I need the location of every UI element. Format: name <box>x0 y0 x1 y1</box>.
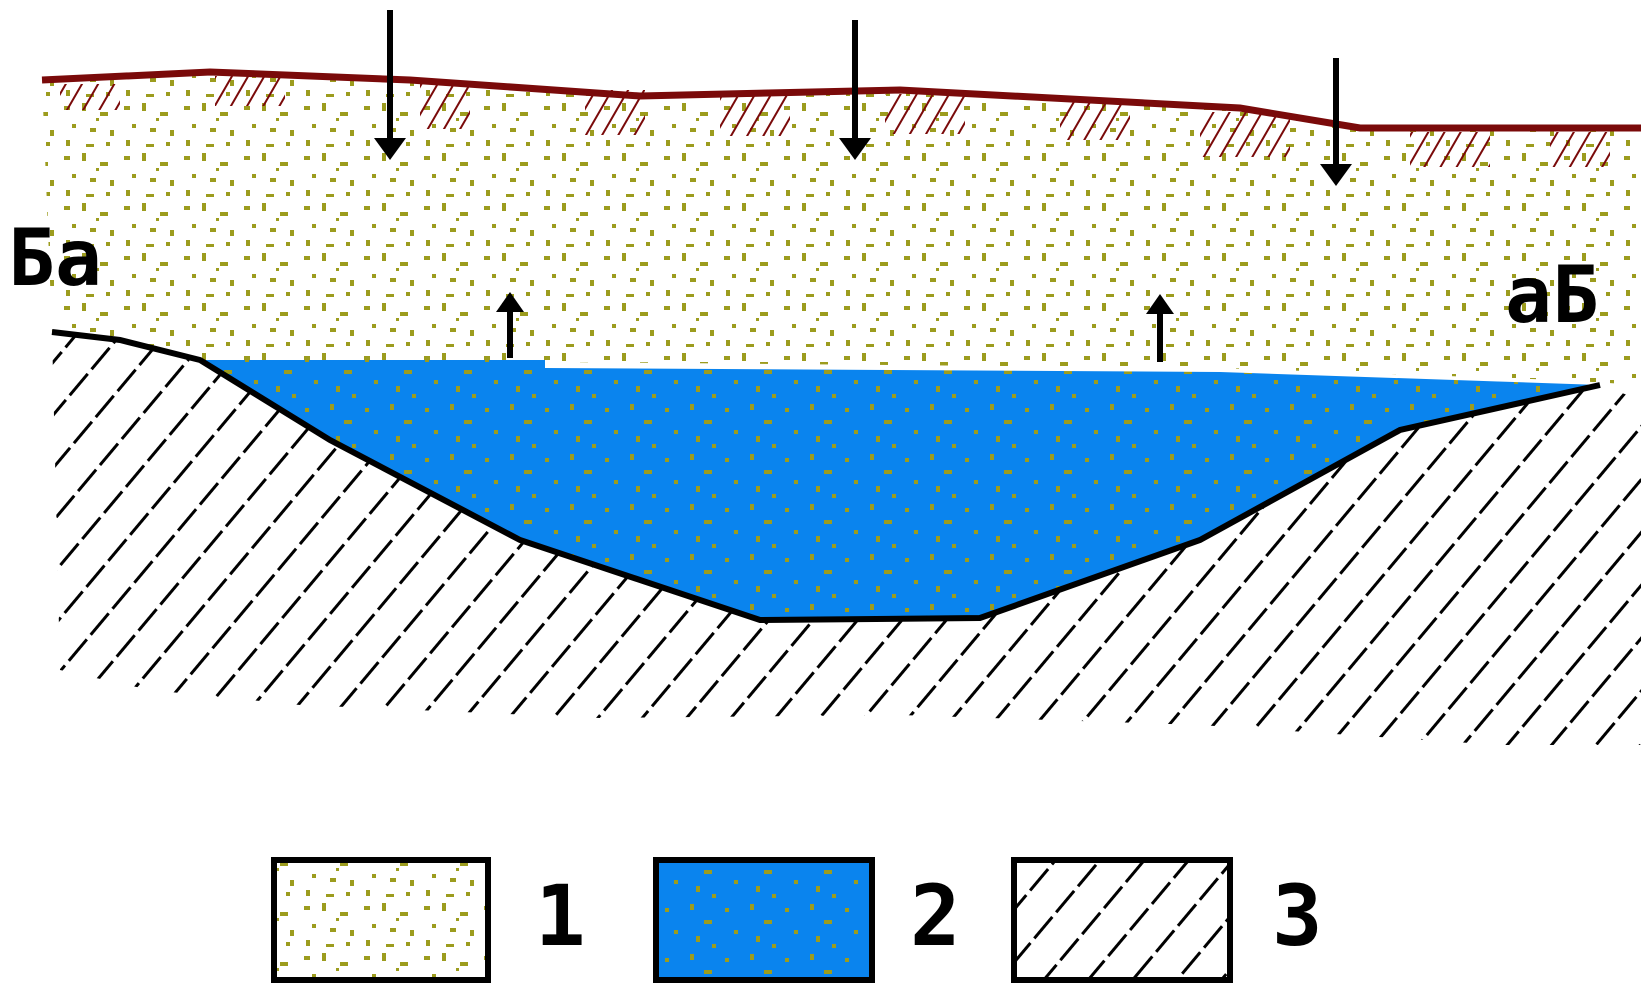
legend-swatch-bedrock <box>1011 857 1233 983</box>
legend-number-1: 1 <box>535 867 586 965</box>
legend: 1 2 3 <box>271 857 1323 983</box>
left-corner-label: Ба <box>8 214 102 304</box>
legend-swatch-water <box>653 857 875 983</box>
bedrock-top-line <box>51 329 1601 624</box>
arrow-down-icon <box>374 10 406 160</box>
legend-number-3: 3 <box>1272 867 1323 965</box>
arrow-up-icon <box>496 292 524 358</box>
ground-surface <box>41 68 1641 167</box>
legend-swatch-sand <box>271 857 491 983</box>
water-lens <box>200 360 1600 620</box>
arrow-down-icon <box>1320 58 1352 186</box>
sand-layer <box>42 72 1641 385</box>
arrow-down-icon <box>839 20 871 160</box>
bedrock-layer <box>52 332 1641 745</box>
legend-number-2: 2 <box>910 867 961 965</box>
arrow-up-icon <box>1146 294 1174 362</box>
right-corner-label: аБ <box>1505 251 1599 341</box>
